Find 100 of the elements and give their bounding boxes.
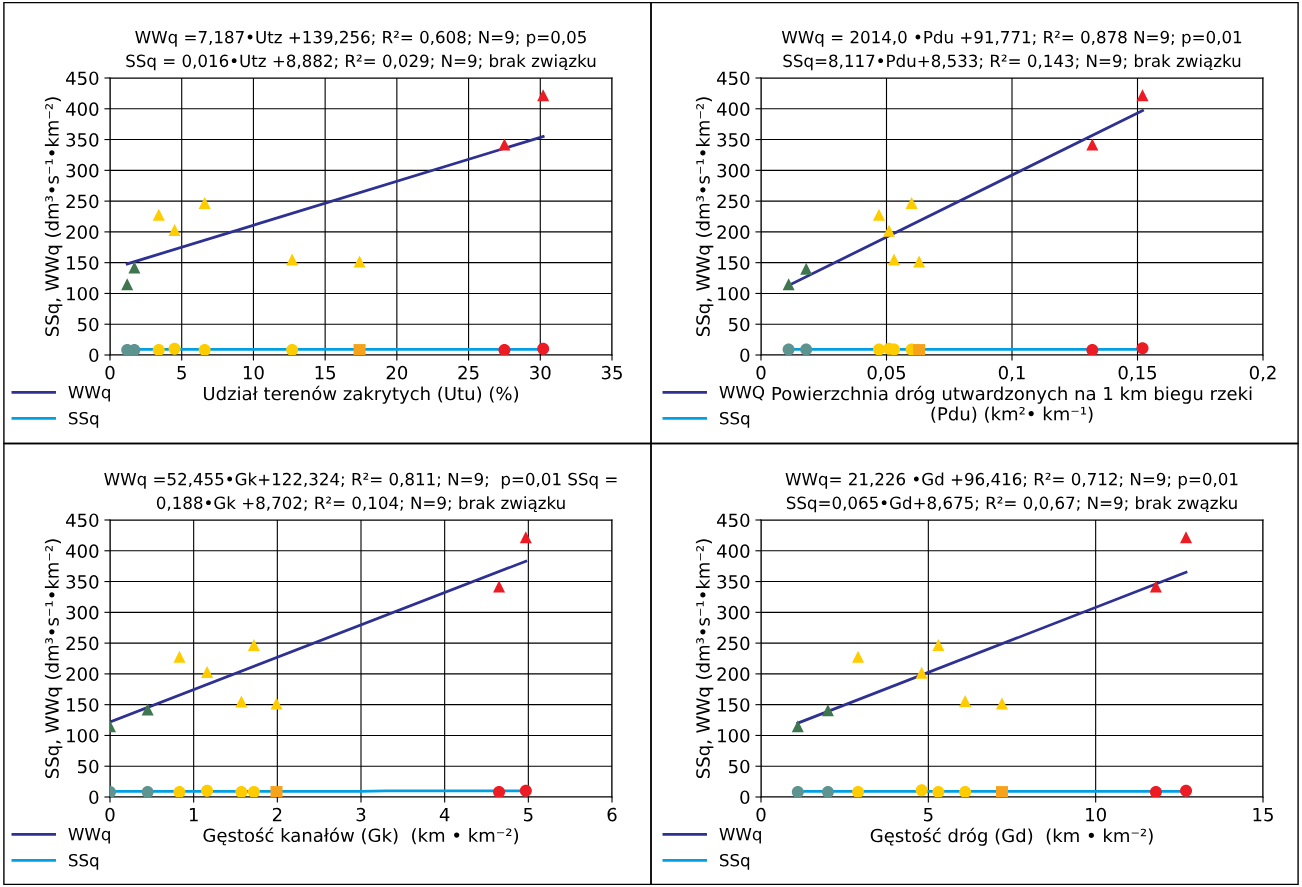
x-tick-label: 5 xyxy=(177,365,186,380)
point xyxy=(270,697,283,710)
point xyxy=(152,344,165,355)
legend-label: SSq xyxy=(69,411,99,428)
y-tick-label: 100 xyxy=(718,286,750,301)
x-tick-label: 15 xyxy=(315,365,336,380)
y-tick-label: 100 xyxy=(67,286,99,301)
point xyxy=(959,786,972,797)
point xyxy=(1149,786,1162,797)
x-axis-title: Udział terenów zakrytych (Utu) (%) xyxy=(203,385,519,404)
point xyxy=(913,255,926,268)
x-tick-label: 35 xyxy=(601,365,622,380)
y-tick-label: 100 xyxy=(718,728,750,743)
point xyxy=(198,196,211,209)
point xyxy=(872,343,885,355)
y-tick-label: 250 xyxy=(717,194,750,209)
point xyxy=(995,786,1008,797)
y-tick-label: 150 xyxy=(718,256,750,270)
point xyxy=(498,138,511,151)
point xyxy=(1086,138,1099,151)
x-tick-label: 0 xyxy=(105,807,115,822)
y-tick-label: 250 xyxy=(717,636,750,651)
point xyxy=(270,786,283,797)
y-tick-label: 50 xyxy=(78,759,99,774)
y-tick-label: 300 xyxy=(717,163,750,178)
x-tick-label: 0,2 xyxy=(1249,365,1276,382)
x-tick-label: 15 xyxy=(1253,807,1273,822)
legend-label: SSq xyxy=(69,853,99,870)
x-axis-title: Gęstość dróg (Gd) (km • km⁻²) xyxy=(870,827,1153,846)
x-tick-label: 10 xyxy=(243,365,264,380)
point xyxy=(498,344,511,355)
point xyxy=(353,255,366,268)
point xyxy=(959,694,972,707)
chart-title: WWq= 21,226 •Gd +96,416; R²= 0,712; N=9; p=0,01 SSq=0,065•Gd+8,675; R²= 0,0,67; N=9; brak zwązku xyxy=(785,472,1238,513)
point xyxy=(883,224,896,237)
x-tick-label: 25 xyxy=(458,365,479,380)
y-tick-label: 300 xyxy=(66,163,99,178)
point xyxy=(791,786,804,797)
chart-title: WWq =52,455•Gk+122,324; R²= 0,811; N=9; p=0,01 SSq = 0,188•Gk +8,702; R²= 0,104; N=9; brak związku xyxy=(104,472,617,513)
legend-label: SSq xyxy=(720,411,750,428)
point xyxy=(353,344,366,355)
point xyxy=(852,786,865,797)
point xyxy=(1136,89,1149,102)
y-tick-label: 300 xyxy=(66,605,99,620)
x-tick-label: 6 xyxy=(607,807,617,822)
y-tick-label: 100 xyxy=(67,728,99,743)
point xyxy=(201,666,214,679)
x-tick-label: 0,05 xyxy=(867,365,906,382)
point xyxy=(1180,784,1193,797)
point xyxy=(519,784,532,797)
point xyxy=(152,208,165,221)
point xyxy=(800,343,813,355)
point xyxy=(168,342,181,355)
point xyxy=(286,253,299,266)
point xyxy=(1136,342,1149,355)
y-tick-label: 400 xyxy=(66,102,99,116)
point xyxy=(782,278,795,291)
y-tick-label: 350 xyxy=(717,575,750,589)
point xyxy=(1086,344,1099,355)
y-tick-label: 200 xyxy=(66,225,99,240)
point xyxy=(519,531,532,544)
x-axis-title: Powierzchnia dróg utwardzonych na 1 km biegu rzeki (Pdu) (km²• km⁻¹) xyxy=(772,385,1252,423)
point xyxy=(913,344,926,355)
x-tick-label: 0,15 xyxy=(1118,365,1157,382)
x-tick-label: 5 xyxy=(923,807,933,822)
y-tick-label: 200 xyxy=(66,667,99,682)
y-tick-label: 0 xyxy=(89,790,99,805)
x-tick-label: 30 xyxy=(530,365,551,380)
y-tick-label: 150 xyxy=(67,256,99,270)
y-tick-label: 150 xyxy=(67,698,99,712)
x-tick-label: 1 xyxy=(189,807,198,822)
y-tick-label: 50 xyxy=(729,759,750,774)
point xyxy=(852,650,865,663)
point xyxy=(915,784,928,797)
y-axis-title: SSq, WWq (dm³•s⁻¹•km⁻²) xyxy=(695,97,714,337)
point xyxy=(247,638,260,651)
y-tick-label: 0 xyxy=(740,790,750,805)
point xyxy=(537,342,550,355)
point xyxy=(995,697,1008,710)
point xyxy=(168,224,181,237)
point xyxy=(141,703,154,716)
point xyxy=(128,261,141,274)
legend-label: WWq xyxy=(68,828,110,844)
x-tick-label: 0,1 xyxy=(998,365,1025,382)
y-tick-label: 250 xyxy=(66,194,99,209)
point xyxy=(537,89,550,102)
y-tick-label: 450 xyxy=(717,71,750,86)
y-axis-title: SSq, WWq (dm³•s⁻¹•km⁻²) xyxy=(44,539,63,779)
y-tick-label: 50 xyxy=(729,317,750,332)
point xyxy=(905,196,918,209)
point xyxy=(791,720,804,733)
y-tick-label: 400 xyxy=(717,544,750,558)
point xyxy=(932,786,945,797)
y-axis-title: SSq, WWq (dm³•s⁻¹•km⁻²) xyxy=(44,97,63,337)
x-tick-label: 20 xyxy=(386,365,408,380)
y-tick-label: 350 xyxy=(66,133,99,147)
point xyxy=(198,344,211,355)
x-tick-label: 0 xyxy=(756,365,766,380)
chart-title: WWq =7,187•Utz +139,256; R²= 0,608; N=9; p=0,05 SSq = 0,016•Utz +8,882; R²= 0,029; N=9; brak związku xyxy=(126,30,596,71)
point xyxy=(141,786,154,797)
